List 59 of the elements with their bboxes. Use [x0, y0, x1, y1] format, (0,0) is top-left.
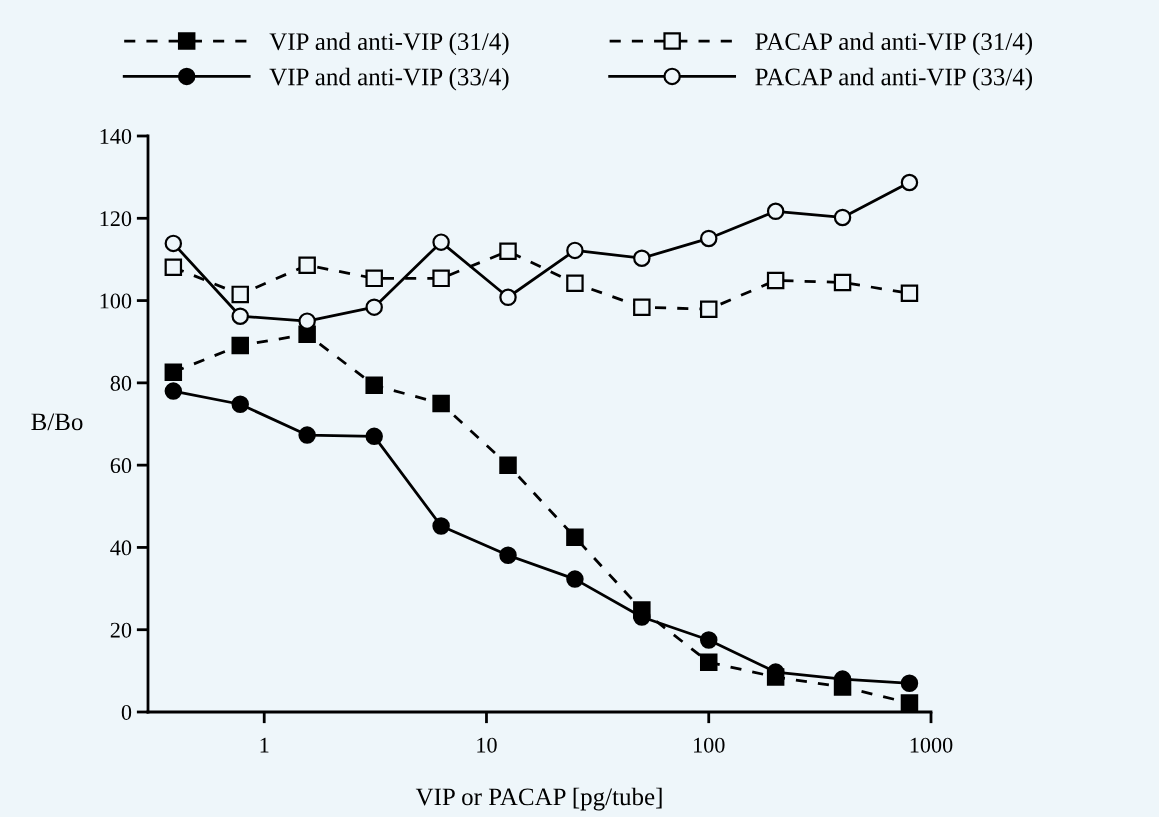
legend-label: PACAP and anti-VIP (33/4): [755, 67, 1033, 91]
x-tick-label: 10: [477, 737, 497, 753]
point: [164, 234, 183, 253]
point: [365, 298, 383, 316]
point: [633, 298, 651, 316]
y-tick-label: 40: [110, 540, 132, 556]
point: [298, 426, 316, 444]
point: [900, 173, 919, 192]
point: [699, 300, 718, 318]
y-axis-title: B/Bo: [31, 413, 83, 431]
point: [699, 631, 718, 649]
point: [566, 528, 584, 546]
point: [365, 269, 383, 288]
point: [833, 208, 852, 227]
point: [566, 274, 584, 293]
point: [766, 271, 785, 290]
legend-label: VIP and anti-VIP (31/4): [269, 32, 509, 56]
point: [164, 382, 183, 400]
x-tick-label: 100: [694, 737, 725, 753]
point: [766, 202, 785, 221]
point: [699, 653, 718, 671]
x-axis-title: VIP or PACAP [pg/tube]: [415, 787, 662, 811]
y-tick-label: 0: [121, 704, 132, 720]
point: [900, 694, 919, 712]
point: [432, 394, 450, 413]
point: [499, 242, 517, 260]
point: [365, 376, 383, 395]
point: [566, 570, 584, 588]
point: [633, 249, 651, 267]
point: [432, 269, 450, 288]
x-tick-label: 1: [260, 737, 269, 753]
y-tick-label: 60: [110, 458, 132, 474]
point: [231, 336, 249, 355]
point: [900, 284, 919, 302]
point: [499, 288, 517, 307]
y-tick-label: 140: [100, 128, 132, 144]
point: [298, 312, 316, 330]
point: [432, 517, 450, 535]
point: [566, 241, 584, 260]
point: [298, 256, 316, 274]
point: [833, 273, 852, 292]
point: [231, 285, 249, 304]
y-tick-label: 20: [110, 622, 132, 638]
point: [432, 233, 450, 251]
y-tick-label: 120: [100, 211, 132, 227]
point: [499, 546, 517, 564]
point: [231, 395, 249, 413]
point: [699, 229, 718, 248]
point: [164, 258, 183, 276]
y-tick-label: 80: [110, 375, 132, 391]
point: [900, 674, 919, 692]
point: [164, 363, 183, 381]
x-tick-label: 1000: [910, 737, 953, 753]
legend-label: VIP and anti-VIP (33/4): [269, 67, 509, 91]
point: [231, 307, 249, 325]
legend-label: PACAP and anti-VIP (31/4): [755, 32, 1033, 56]
point: [365, 427, 383, 446]
y-tick-label: 100: [100, 293, 132, 309]
point: [499, 456, 517, 474]
